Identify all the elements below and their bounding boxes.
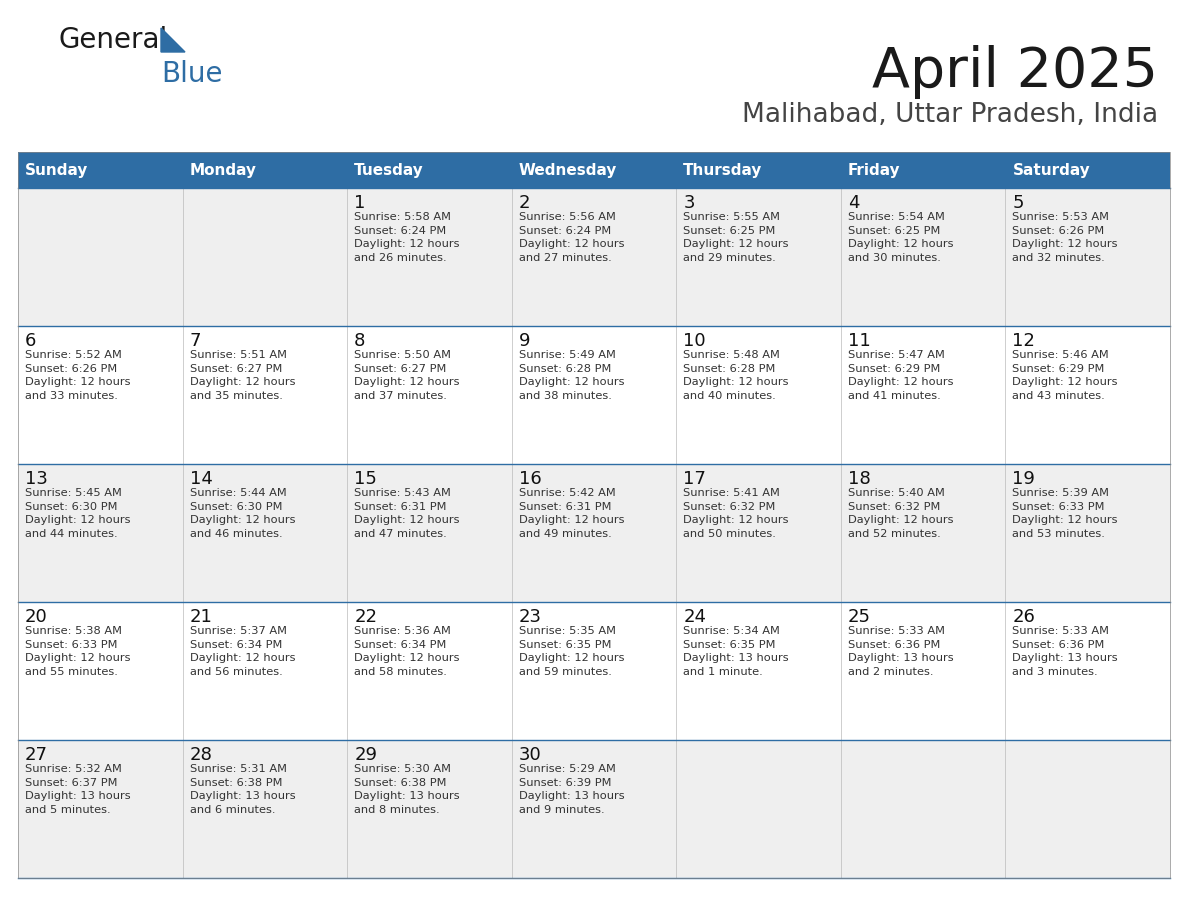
- Text: 6: 6: [25, 332, 37, 350]
- Text: Sunrise: 5:58 AM
Sunset: 6:24 PM
Daylight: 12 hours
and 26 minutes.: Sunrise: 5:58 AM Sunset: 6:24 PM Dayligh…: [354, 212, 460, 263]
- Text: Sunrise: 5:40 AM
Sunset: 6:32 PM
Daylight: 12 hours
and 52 minutes.: Sunrise: 5:40 AM Sunset: 6:32 PM Dayligh…: [848, 488, 953, 539]
- Bar: [18, 152, 1170, 878]
- Bar: [18, 152, 1170, 188]
- Text: 13: 13: [25, 470, 48, 488]
- Text: 23: 23: [519, 608, 542, 626]
- Text: 11: 11: [848, 332, 871, 350]
- Text: 15: 15: [354, 470, 377, 488]
- Text: Sunrise: 5:38 AM
Sunset: 6:33 PM
Daylight: 12 hours
and 55 minutes.: Sunrise: 5:38 AM Sunset: 6:33 PM Dayligh…: [25, 626, 131, 677]
- Text: 2: 2: [519, 194, 530, 212]
- Text: Sunrise: 5:36 AM
Sunset: 6:34 PM
Daylight: 12 hours
and 58 minutes.: Sunrise: 5:36 AM Sunset: 6:34 PM Dayligh…: [354, 626, 460, 677]
- Text: 9: 9: [519, 332, 530, 350]
- Text: Sunrise: 5:55 AM
Sunset: 6:25 PM
Daylight: 12 hours
and 29 minutes.: Sunrise: 5:55 AM Sunset: 6:25 PM Dayligh…: [683, 212, 789, 263]
- Text: 3: 3: [683, 194, 695, 212]
- Bar: [18, 188, 1170, 326]
- Bar: [18, 326, 1170, 464]
- Bar: [18, 602, 1170, 740]
- Text: Sunrise: 5:46 AM
Sunset: 6:29 PM
Daylight: 12 hours
and 43 minutes.: Sunrise: 5:46 AM Sunset: 6:29 PM Dayligh…: [1012, 350, 1118, 401]
- Text: 22: 22: [354, 608, 377, 626]
- Text: Sunrise: 5:41 AM
Sunset: 6:32 PM
Daylight: 12 hours
and 50 minutes.: Sunrise: 5:41 AM Sunset: 6:32 PM Dayligh…: [683, 488, 789, 539]
- Text: 27: 27: [25, 746, 48, 764]
- Text: 1: 1: [354, 194, 366, 212]
- Text: Sunrise: 5:45 AM
Sunset: 6:30 PM
Daylight: 12 hours
and 44 minutes.: Sunrise: 5:45 AM Sunset: 6:30 PM Dayligh…: [25, 488, 131, 539]
- Text: Sunrise: 5:47 AM
Sunset: 6:29 PM
Daylight: 12 hours
and 41 minutes.: Sunrise: 5:47 AM Sunset: 6:29 PM Dayligh…: [848, 350, 953, 401]
- Text: Sunrise: 5:44 AM
Sunset: 6:30 PM
Daylight: 12 hours
and 46 minutes.: Sunrise: 5:44 AM Sunset: 6:30 PM Dayligh…: [190, 488, 295, 539]
- Text: 4: 4: [848, 194, 859, 212]
- Text: Sunrise: 5:56 AM
Sunset: 6:24 PM
Daylight: 12 hours
and 27 minutes.: Sunrise: 5:56 AM Sunset: 6:24 PM Dayligh…: [519, 212, 624, 263]
- Text: 24: 24: [683, 608, 707, 626]
- Text: Sunrise: 5:50 AM
Sunset: 6:27 PM
Daylight: 12 hours
and 37 minutes.: Sunrise: 5:50 AM Sunset: 6:27 PM Dayligh…: [354, 350, 460, 401]
- Text: Sunrise: 5:54 AM
Sunset: 6:25 PM
Daylight: 12 hours
and 30 minutes.: Sunrise: 5:54 AM Sunset: 6:25 PM Dayligh…: [848, 212, 953, 263]
- Text: 18: 18: [848, 470, 871, 488]
- Bar: [18, 464, 1170, 602]
- Text: Sunrise: 5:37 AM
Sunset: 6:34 PM
Daylight: 12 hours
and 56 minutes.: Sunrise: 5:37 AM Sunset: 6:34 PM Dayligh…: [190, 626, 295, 677]
- Text: 17: 17: [683, 470, 706, 488]
- Text: 26: 26: [1012, 608, 1035, 626]
- Text: 20: 20: [25, 608, 48, 626]
- Text: 28: 28: [190, 746, 213, 764]
- Text: Sunday: Sunday: [25, 162, 88, 177]
- Text: 8: 8: [354, 332, 366, 350]
- Text: Sunrise: 5:33 AM
Sunset: 6:36 PM
Daylight: 13 hours
and 3 minutes.: Sunrise: 5:33 AM Sunset: 6:36 PM Dayligh…: [1012, 626, 1118, 677]
- Text: Sunrise: 5:43 AM
Sunset: 6:31 PM
Daylight: 12 hours
and 47 minutes.: Sunrise: 5:43 AM Sunset: 6:31 PM Dayligh…: [354, 488, 460, 539]
- Text: Malihabad, Uttar Pradesh, India: Malihabad, Uttar Pradesh, India: [741, 102, 1158, 128]
- Text: Sunrise: 5:39 AM
Sunset: 6:33 PM
Daylight: 12 hours
and 53 minutes.: Sunrise: 5:39 AM Sunset: 6:33 PM Dayligh…: [1012, 488, 1118, 539]
- Text: Thursday: Thursday: [683, 162, 763, 177]
- Text: Sunrise: 5:31 AM
Sunset: 6:38 PM
Daylight: 13 hours
and 6 minutes.: Sunrise: 5:31 AM Sunset: 6:38 PM Dayligh…: [190, 764, 295, 815]
- Text: Sunrise: 5:34 AM
Sunset: 6:35 PM
Daylight: 13 hours
and 1 minute.: Sunrise: 5:34 AM Sunset: 6:35 PM Dayligh…: [683, 626, 789, 677]
- Text: 30: 30: [519, 746, 542, 764]
- Text: Sunrise: 5:53 AM
Sunset: 6:26 PM
Daylight: 12 hours
and 32 minutes.: Sunrise: 5:53 AM Sunset: 6:26 PM Dayligh…: [1012, 212, 1118, 263]
- Text: 16: 16: [519, 470, 542, 488]
- Text: Monday: Monday: [190, 162, 257, 177]
- Text: Blue: Blue: [162, 60, 222, 88]
- Text: 7: 7: [190, 332, 201, 350]
- Text: Sunrise: 5:52 AM
Sunset: 6:26 PM
Daylight: 12 hours
and 33 minutes.: Sunrise: 5:52 AM Sunset: 6:26 PM Dayligh…: [25, 350, 131, 401]
- Text: 5: 5: [1012, 194, 1024, 212]
- Text: Sunrise: 5:29 AM
Sunset: 6:39 PM
Daylight: 13 hours
and 9 minutes.: Sunrise: 5:29 AM Sunset: 6:39 PM Dayligh…: [519, 764, 625, 815]
- Text: 19: 19: [1012, 470, 1035, 488]
- Text: 10: 10: [683, 332, 706, 350]
- Text: Sunrise: 5:35 AM
Sunset: 6:35 PM
Daylight: 12 hours
and 59 minutes.: Sunrise: 5:35 AM Sunset: 6:35 PM Dayligh…: [519, 626, 624, 677]
- Text: Friday: Friday: [848, 162, 901, 177]
- Text: 14: 14: [190, 470, 213, 488]
- Text: 21: 21: [190, 608, 213, 626]
- Bar: [18, 740, 1170, 878]
- Text: Saturday: Saturday: [1012, 162, 1091, 177]
- Text: Sunrise: 5:48 AM
Sunset: 6:28 PM
Daylight: 12 hours
and 40 minutes.: Sunrise: 5:48 AM Sunset: 6:28 PM Dayligh…: [683, 350, 789, 401]
- Text: Sunrise: 5:30 AM
Sunset: 6:38 PM
Daylight: 13 hours
and 8 minutes.: Sunrise: 5:30 AM Sunset: 6:38 PM Dayligh…: [354, 764, 460, 815]
- Text: General: General: [58, 26, 168, 54]
- Text: Sunrise: 5:51 AM
Sunset: 6:27 PM
Daylight: 12 hours
and 35 minutes.: Sunrise: 5:51 AM Sunset: 6:27 PM Dayligh…: [190, 350, 295, 401]
- Text: Tuesday: Tuesday: [354, 162, 424, 177]
- Text: Sunrise: 5:42 AM
Sunset: 6:31 PM
Daylight: 12 hours
and 49 minutes.: Sunrise: 5:42 AM Sunset: 6:31 PM Dayligh…: [519, 488, 624, 539]
- Text: 29: 29: [354, 746, 377, 764]
- Text: 12: 12: [1012, 332, 1035, 350]
- Text: Wednesday: Wednesday: [519, 162, 617, 177]
- Text: Sunrise: 5:49 AM
Sunset: 6:28 PM
Daylight: 12 hours
and 38 minutes.: Sunrise: 5:49 AM Sunset: 6:28 PM Dayligh…: [519, 350, 624, 401]
- Text: April 2025: April 2025: [872, 45, 1158, 99]
- Text: Sunrise: 5:32 AM
Sunset: 6:37 PM
Daylight: 13 hours
and 5 minutes.: Sunrise: 5:32 AM Sunset: 6:37 PM Dayligh…: [25, 764, 131, 815]
- Polygon shape: [162, 28, 185, 52]
- Text: Sunrise: 5:33 AM
Sunset: 6:36 PM
Daylight: 13 hours
and 2 minutes.: Sunrise: 5:33 AM Sunset: 6:36 PM Dayligh…: [848, 626, 954, 677]
- Text: 25: 25: [848, 608, 871, 626]
